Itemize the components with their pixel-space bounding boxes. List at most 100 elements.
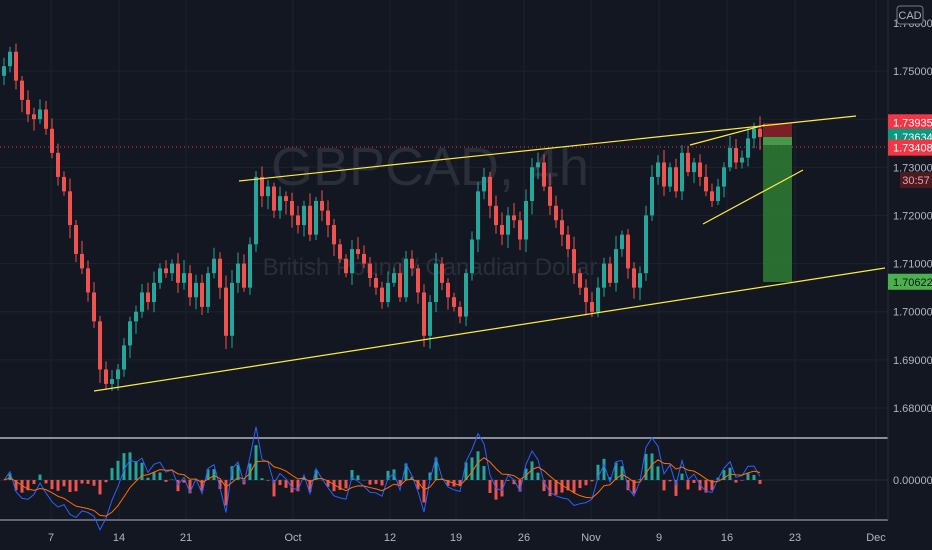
candle-body bbox=[68, 191, 72, 226]
candle-body bbox=[548, 186, 552, 206]
macd-histogram-bar bbox=[650, 453, 654, 480]
time-axis[interactable]: 7 14 21 Oct 12 19 26 Nov 9 16 23 Dec bbox=[48, 532, 886, 544]
candle-body bbox=[308, 205, 312, 235]
candle-body bbox=[458, 306, 462, 317]
macd-histogram-bar bbox=[248, 463, 252, 480]
candlesticks bbox=[2, 43, 762, 391]
wedge-upper-line[interactable] bbox=[689, 124, 766, 146]
macd-histogram-bar bbox=[50, 480, 54, 490]
candle-body bbox=[326, 210, 330, 226]
candle-body bbox=[362, 253, 366, 264]
candle-body bbox=[680, 152, 684, 192]
macd-histogram-bar bbox=[506, 480, 510, 481]
macd-histogram-bar bbox=[290, 480, 294, 493]
candle-body bbox=[404, 258, 408, 298]
macd-histogram-bar bbox=[572, 480, 576, 493]
time-tick-label: 14 bbox=[113, 532, 125, 544]
macd-histogram-bar bbox=[146, 477, 150, 480]
candle-body bbox=[296, 215, 300, 226]
macd-histogram-bar bbox=[692, 480, 696, 484]
bar-countdown: 30:57 bbox=[902, 175, 930, 187]
time-tick-label: 16 bbox=[721, 532, 733, 544]
candle-body bbox=[230, 282, 234, 336]
price-tag bbox=[888, 273, 932, 290]
candle-body bbox=[686, 152, 690, 173]
macd-histogram-bar bbox=[44, 480, 48, 484]
macd-pane bbox=[0, 426, 888, 531]
price-tick-label: 1.73000 bbox=[893, 162, 932, 174]
stop-loss-zone[interactable] bbox=[763, 123, 792, 137]
macd-histogram-bar bbox=[116, 460, 120, 480]
time-tick-label: 12 bbox=[384, 532, 396, 544]
trend-lines[interactable] bbox=[93, 115, 886, 392]
macd-histogram-bar bbox=[98, 480, 102, 495]
candle-body bbox=[422, 292, 426, 336]
entry-zone bbox=[763, 137, 792, 145]
candle-body bbox=[506, 215, 510, 235]
macd-histogram-bar bbox=[272, 480, 276, 497]
candle-body bbox=[152, 282, 156, 303]
macd-histogram-bar bbox=[296, 480, 300, 492]
candle-body bbox=[392, 273, 396, 283]
candle-body bbox=[314, 200, 318, 235]
take-profit-zone[interactable] bbox=[763, 137, 792, 282]
candle-body bbox=[128, 321, 132, 346]
candle-body bbox=[584, 287, 588, 303]
macd-histogram-bar bbox=[554, 480, 558, 495]
macd-histogram-bar bbox=[578, 480, 582, 489]
macd-histogram-bar bbox=[752, 474, 756, 480]
macd-histogram-bar bbox=[584, 480, 588, 486]
candle-body bbox=[524, 200, 528, 240]
candle-body bbox=[554, 205, 558, 221]
macd-histogram-bar bbox=[722, 470, 726, 480]
candle-body bbox=[482, 176, 486, 192]
macd-histogram-bar bbox=[590, 480, 594, 482]
channel-lower-line[interactable] bbox=[93, 267, 886, 392]
macd-histogram-bar bbox=[740, 480, 744, 481]
candle-body bbox=[74, 225, 78, 254]
macd-histogram-bar bbox=[182, 480, 186, 483]
macd-histogram-bar bbox=[56, 480, 60, 491]
macd-histogram-bar bbox=[308, 480, 312, 492]
candle-body bbox=[218, 258, 222, 288]
currency-badge[interactable] bbox=[896, 5, 924, 25]
candle-body bbox=[452, 297, 456, 307]
price-tag-label: 1.73408 bbox=[893, 143, 932, 155]
candle-body bbox=[98, 321, 102, 370]
candle-body bbox=[134, 311, 138, 322]
time-tick-label: 26 bbox=[518, 532, 530, 544]
grid bbox=[0, 0, 888, 520]
macd-histogram-bar bbox=[92, 480, 96, 486]
macd-histogram-bar bbox=[662, 480, 666, 491]
macd-histogram-bar bbox=[326, 480, 330, 487]
macd-histogram-bar bbox=[500, 480, 504, 497]
candle-body bbox=[596, 287, 600, 312]
candle-body bbox=[278, 196, 282, 211]
macd-histogram-bar bbox=[266, 480, 270, 481]
macd-histogram-bar bbox=[512, 480, 516, 485]
channel-upper-line[interactable] bbox=[238, 115, 857, 182]
macd-histogram-bar bbox=[524, 468, 528, 480]
candle-body bbox=[620, 234, 624, 250]
wedge-lower-line[interactable] bbox=[702, 169, 804, 225]
candle-body bbox=[368, 263, 372, 279]
macd-histogram-bar bbox=[548, 480, 552, 497]
macd-histogram-bar bbox=[476, 451, 480, 480]
candle-body bbox=[212, 258, 216, 274]
macd-histogram-bar bbox=[530, 461, 534, 480]
candle-body bbox=[446, 282, 450, 298]
price-tag-label: 1.73935 bbox=[893, 117, 932, 129]
candle-body bbox=[140, 292, 144, 312]
macd-histogram-bar bbox=[350, 470, 354, 480]
candle-body bbox=[416, 268, 420, 293]
macd-histogram-bar bbox=[38, 474, 42, 480]
time-tick-label: Dec bbox=[866, 532, 886, 544]
macd-histogram-bar bbox=[80, 480, 84, 484]
macd-histogram-bar bbox=[140, 462, 144, 480]
macd-histogram-bar bbox=[332, 480, 336, 492]
macd-histogram-bar bbox=[134, 461, 138, 480]
candle-body bbox=[734, 148, 738, 163]
candle-body bbox=[542, 162, 546, 187]
macd-histogram-bar bbox=[386, 470, 390, 480]
macd-histogram-bar bbox=[488, 480, 492, 494]
